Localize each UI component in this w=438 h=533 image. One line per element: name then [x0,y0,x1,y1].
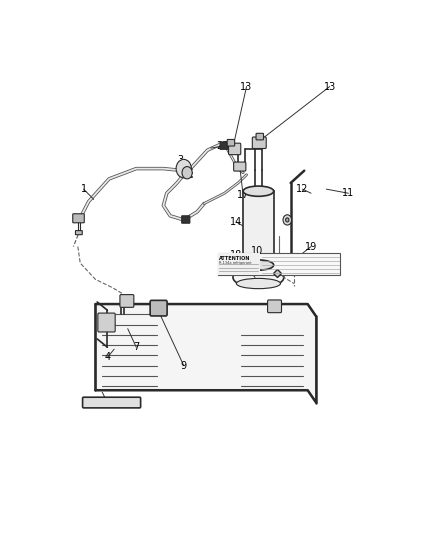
Text: 1: 1 [81,184,87,194]
Ellipse shape [243,186,274,196]
Ellipse shape [182,166,192,179]
FancyBboxPatch shape [233,162,246,171]
Text: 9: 9 [181,361,187,370]
Ellipse shape [283,215,292,225]
Text: R-134a refrigerant: R-134a refrigerant [219,261,252,265]
Text: 7: 7 [133,342,139,352]
Ellipse shape [233,267,284,288]
FancyBboxPatch shape [252,137,266,149]
Ellipse shape [243,260,274,270]
FancyBboxPatch shape [218,253,340,276]
Text: 17: 17 [237,190,249,200]
FancyBboxPatch shape [75,231,82,235]
FancyBboxPatch shape [243,191,274,265]
Text: 3: 3 [177,156,184,165]
Ellipse shape [237,278,280,289]
Text: 18: 18 [230,250,243,260]
FancyBboxPatch shape [182,216,190,223]
Text: 13: 13 [240,82,253,92]
Text: 19: 19 [305,241,317,252]
Text: 13: 13 [324,82,336,92]
Text: 14: 14 [230,217,243,227]
Polygon shape [95,304,316,402]
Text: 23: 23 [216,141,229,151]
FancyBboxPatch shape [120,295,134,308]
FancyBboxPatch shape [150,301,167,316]
Text: 4: 4 [104,352,110,362]
Ellipse shape [176,159,191,178]
FancyBboxPatch shape [220,142,228,149]
FancyBboxPatch shape [227,140,235,146]
Text: 11: 11 [342,188,354,198]
FancyBboxPatch shape [229,143,241,155]
FancyBboxPatch shape [256,133,264,140]
Text: 12: 12 [297,184,309,194]
Ellipse shape [286,218,289,222]
FancyBboxPatch shape [268,300,282,313]
Text: ATTENTION: ATTENTION [219,256,251,261]
Text: 10: 10 [251,246,263,256]
FancyBboxPatch shape [73,214,84,223]
FancyBboxPatch shape [83,397,141,408]
FancyBboxPatch shape [98,313,115,332]
Text: 8: 8 [104,398,110,408]
FancyBboxPatch shape [218,253,260,275]
